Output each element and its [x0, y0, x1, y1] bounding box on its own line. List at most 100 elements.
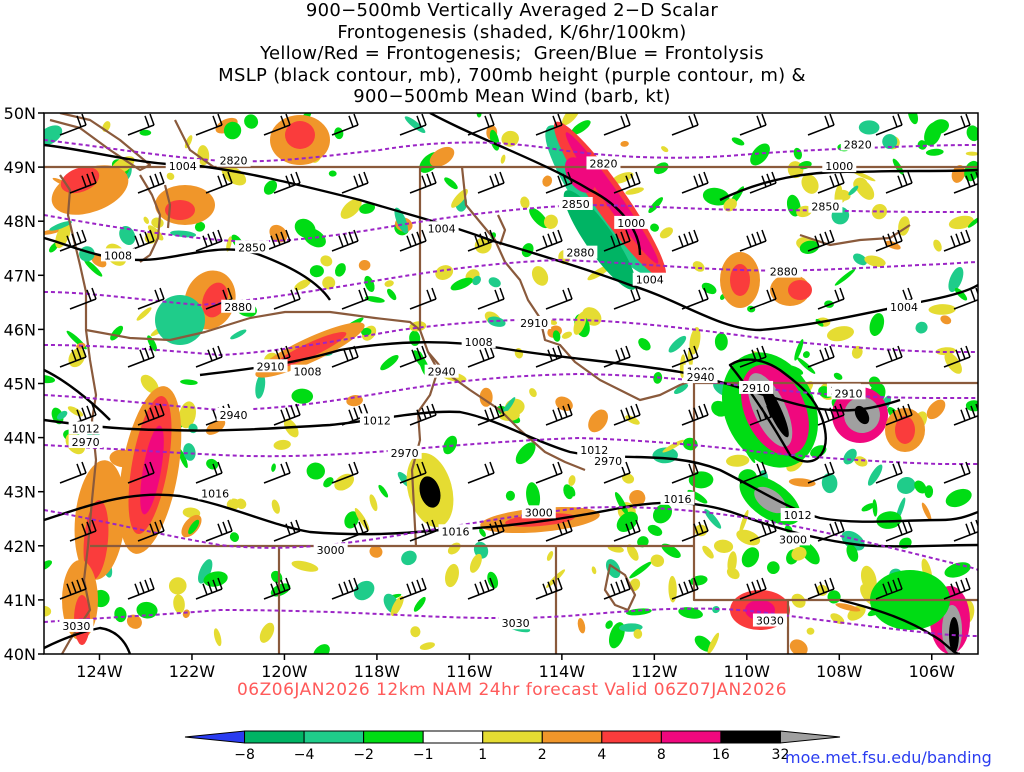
shading-cell	[925, 148, 944, 156]
mslp-contour-label-bg	[780, 508, 815, 522]
shading-cell	[731, 137, 745, 146]
shading-cell	[652, 503, 673, 524]
mslp-contour-label-bg	[887, 299, 922, 313]
shading-cell	[605, 559, 621, 579]
wind-barb	[613, 287, 641, 310]
shading-cell	[114, 607, 127, 623]
wind-barb	[681, 171, 709, 194]
shading-cell	[361, 327, 372, 336]
lat-tick-label: 45N	[4, 375, 36, 394]
shading-cell	[948, 266, 964, 293]
shading-cell	[44, 560, 52, 571]
id-mt-border	[460, 166, 695, 402]
wind-barb	[535, 577, 563, 600]
shading-cell	[924, 121, 942, 146]
shading-cell	[166, 172, 175, 180]
wind-barb	[671, 577, 699, 600]
wind-barb	[943, 113, 971, 136]
shading-cell	[653, 162, 669, 175]
shading-cell	[472, 275, 481, 286]
shading-cell	[801, 174, 819, 194]
shading-cell	[573, 311, 587, 335]
shading-cell	[872, 499, 878, 517]
shading-cell	[84, 259, 103, 277]
shading-cell	[139, 129, 152, 136]
mslp-contour-label: 1012	[363, 414, 391, 427]
lat-tick-label: 40N	[4, 645, 36, 664]
shading-cell	[180, 379, 198, 385]
wind-barb	[59, 577, 87, 600]
shading-cell	[270, 583, 291, 597]
shading-cell	[487, 571, 499, 589]
height-contour-label-bg	[558, 196, 593, 210]
wind-barb	[943, 229, 971, 252]
wind-barb	[273, 171, 301, 194]
height-contour-label-bg	[591, 453, 626, 467]
shading-cell	[529, 207, 549, 229]
height-contour-label: 2880	[770, 266, 798, 279]
wind-barb	[613, 519, 641, 542]
shading-cell	[659, 227, 673, 239]
height-contour-label: 2910	[742, 382, 770, 395]
height-contour-label-bg	[216, 407, 251, 421]
shading-cell	[882, 134, 898, 150]
shading-cell	[526, 482, 541, 510]
shading-cell	[702, 187, 730, 206]
shading-cell	[858, 120, 880, 135]
wind-barb	[331, 113, 359, 136]
wind-barb	[807, 577, 835, 600]
wind-barb	[467, 113, 495, 136]
shading-cell	[429, 146, 455, 167]
lon-tick-label: 112W	[631, 662, 678, 681]
shading-cell	[650, 554, 665, 567]
mslp-contour-label: 1016	[201, 487, 229, 500]
wind-barb	[477, 287, 505, 310]
shading-cell	[359, 202, 376, 214]
shading-cell	[704, 509, 722, 529]
shading-cell	[614, 492, 629, 515]
shading-cell	[726, 567, 740, 580]
shading-cell	[188, 519, 200, 535]
shading-cell	[940, 315, 952, 325]
shading-cell	[605, 620, 613, 629]
site-url-link[interactable]: moe.met.fsu.edu/banding	[785, 748, 992, 767]
title-line-2: Frontogenesis (shaded, K/6hr/100km)	[337, 21, 687, 43]
shading-cell	[302, 228, 326, 248]
shading-cell	[419, 476, 441, 508]
shading-cell	[736, 529, 761, 546]
shading-cell	[419, 642, 435, 650]
colorbar-swatch	[779, 730, 841, 744]
shading-cell	[833, 372, 843, 380]
wind-barb	[127, 345, 155, 368]
shading-cell	[126, 614, 142, 629]
height-contour-label-bg	[216, 153, 251, 167]
wind-barb	[885, 403, 913, 426]
shading-cell	[369, 545, 383, 558]
shading-cell	[291, 388, 314, 404]
height-contour-2880	[44, 258, 978, 307]
shading-cell	[629, 561, 652, 579]
shading-cell	[629, 490, 646, 506]
wind-barb	[807, 229, 835, 252]
bc-river	[799, 224, 911, 247]
shading-cell	[843, 448, 857, 465]
shading-cell	[542, 175, 553, 187]
shading-cell	[230, 329, 247, 340]
shading-cell	[895, 416, 915, 444]
shading-cell	[44, 229, 61, 235]
shading-cell	[488, 277, 501, 288]
mslp-contour-low-center	[728, 358, 827, 463]
shading-cell	[259, 622, 275, 643]
wind-barb	[137, 519, 165, 542]
colorbar-label: −8	[234, 747, 255, 763]
shading-cell	[854, 456, 868, 467]
vancouver-island	[49, 113, 152, 172]
shading-cell	[648, 197, 664, 214]
shading-cell	[450, 277, 473, 291]
shading-cell	[796, 357, 816, 374]
shading-cell	[853, 253, 868, 266]
shading-cell	[965, 151, 978, 156]
wind-barb	[399, 345, 427, 368]
wind-barb	[671, 461, 699, 484]
wind-barb	[195, 345, 223, 368]
